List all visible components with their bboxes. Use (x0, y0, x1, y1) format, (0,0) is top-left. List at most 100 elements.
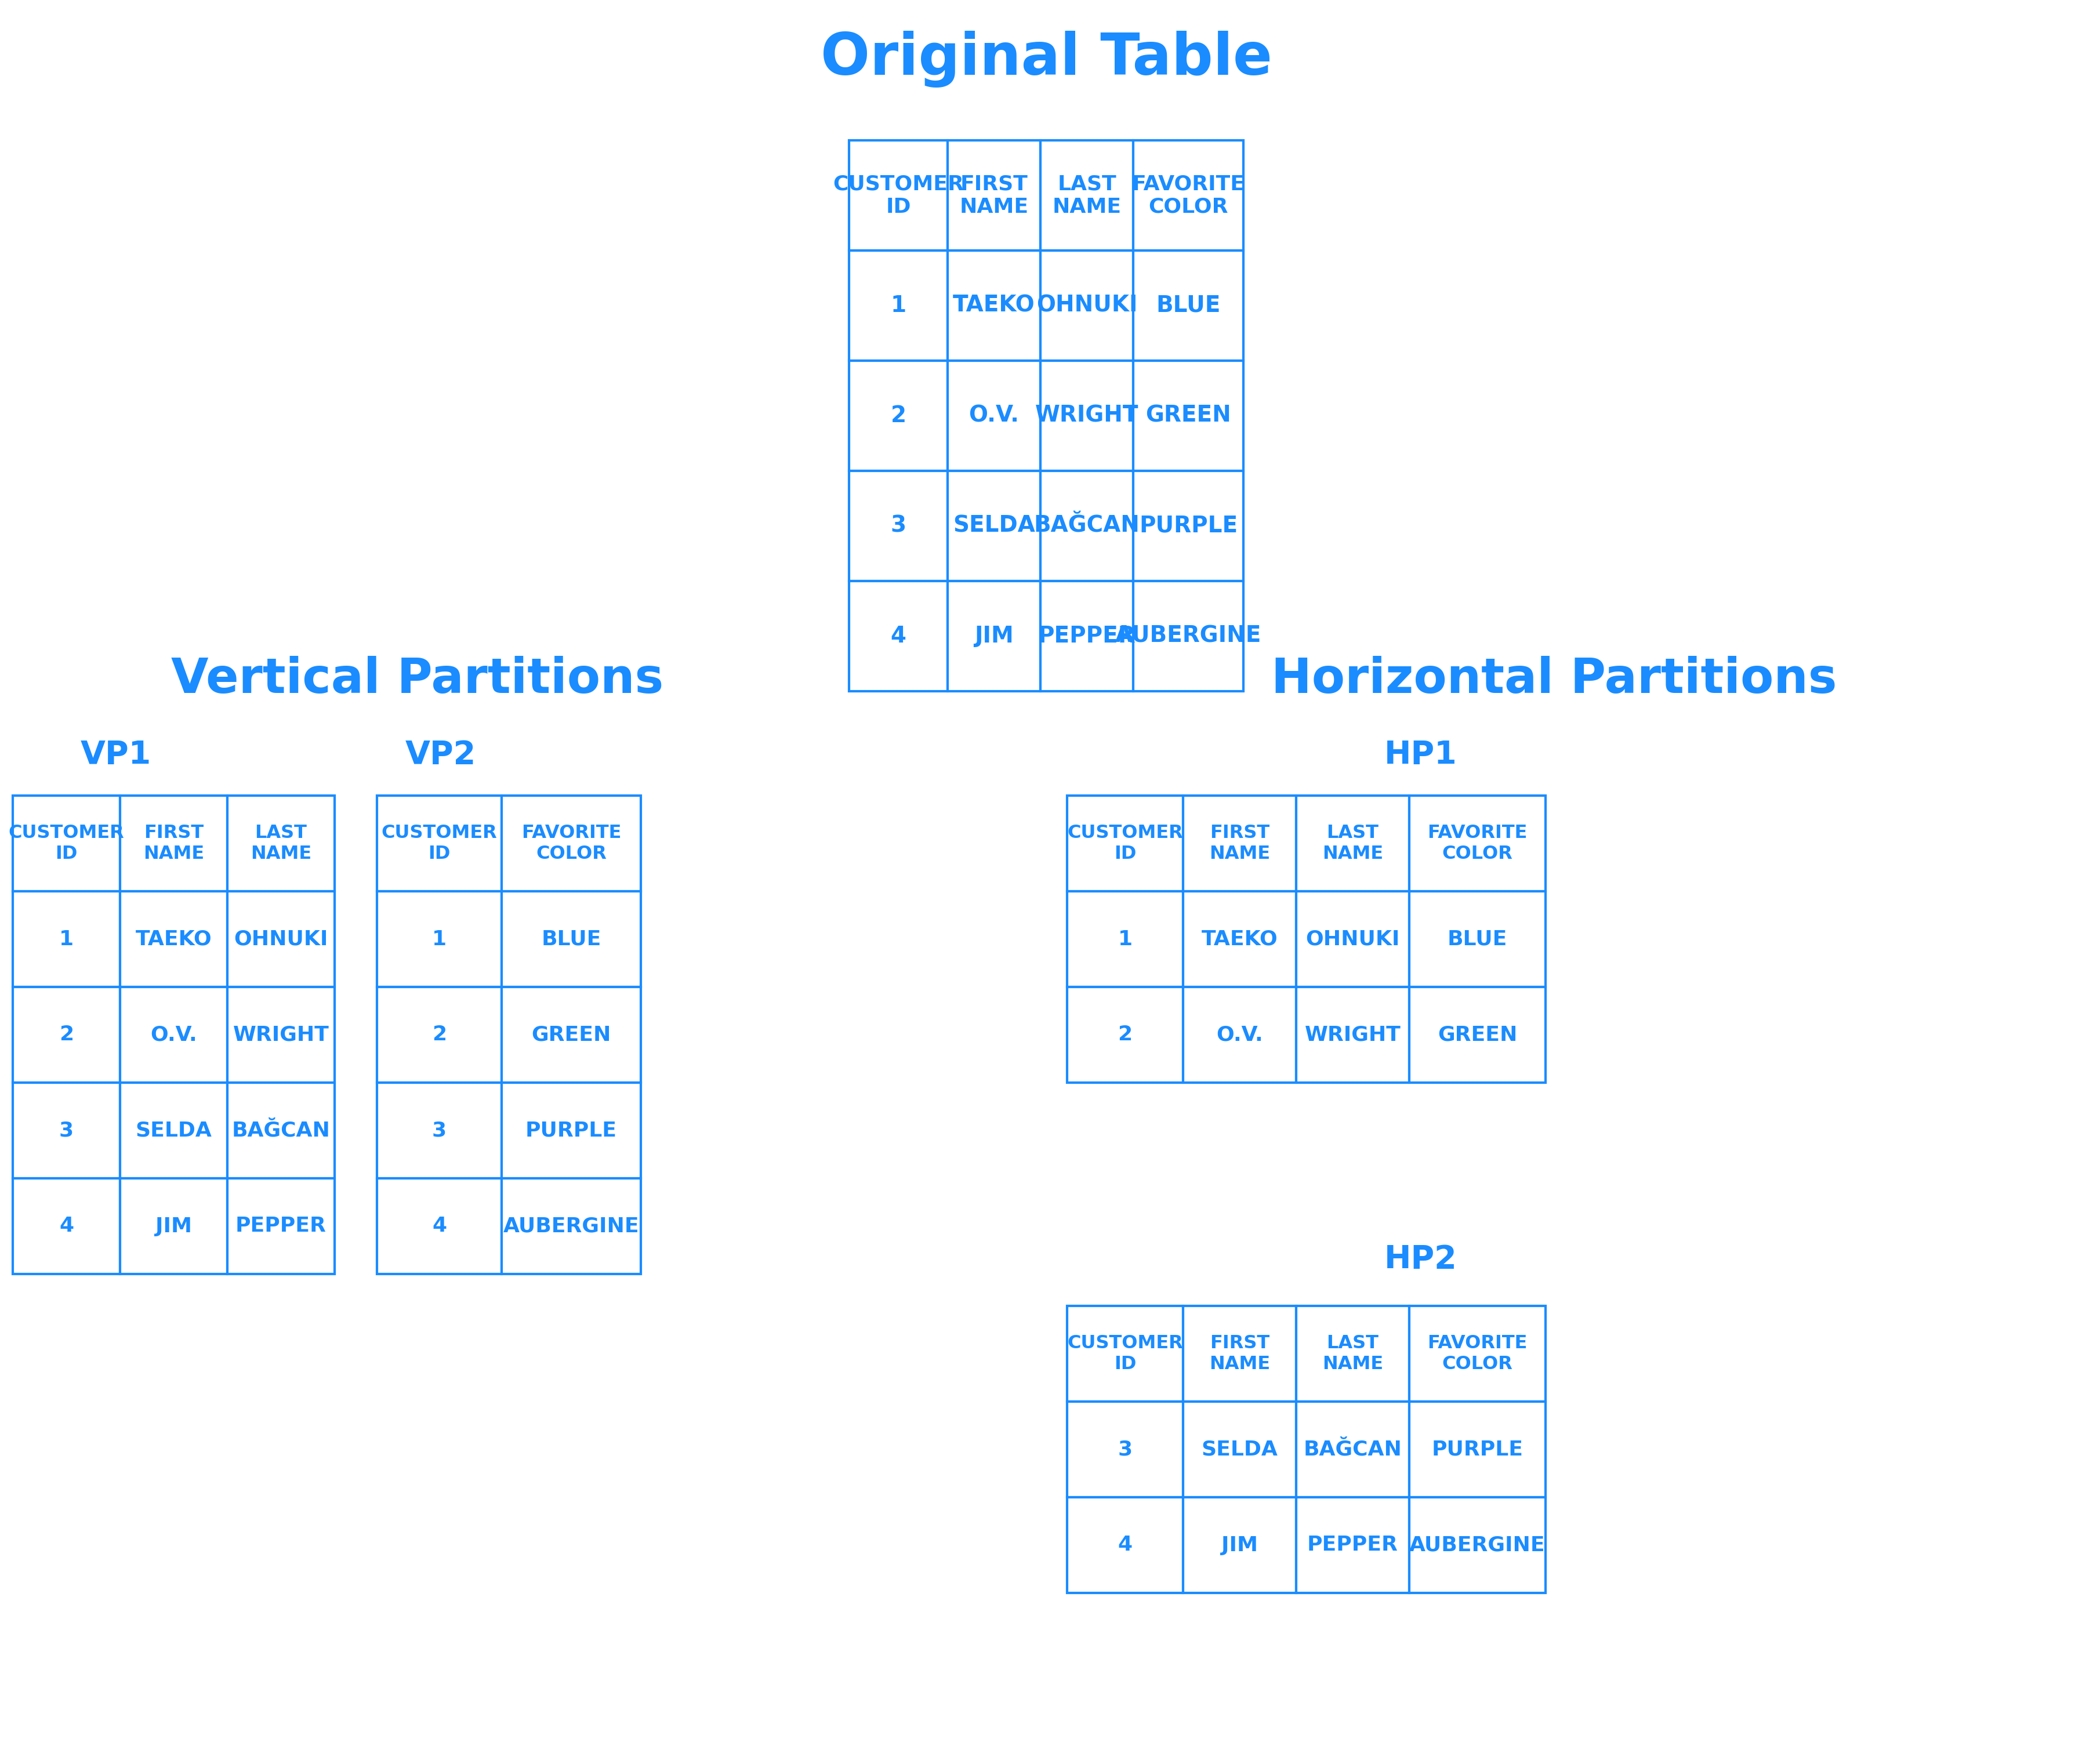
Bar (1296, 796, 1409, 891)
Text: WRIGHT: WRIGHT (232, 1025, 329, 1044)
Bar (119, 1178, 228, 1274)
Text: WRIGHT: WRIGHT (1304, 1025, 1400, 1044)
Text: PURPLE: PURPLE (1432, 1439, 1524, 1459)
Bar (1132, 250, 1243, 360)
Text: O.V.: O.V. (969, 404, 1019, 427)
Bar (948, 580, 1040, 691)
Bar (377, 988, 502, 1083)
Text: CUSTOMER
ID: CUSTOMER ID (1067, 824, 1183, 863)
Bar (13, 988, 119, 1083)
Text: CUSTOMER
ID: CUSTOMER ID (833, 175, 963, 217)
Text: HP1: HP1 (1383, 739, 1457, 771)
Bar (1067, 891, 1183, 988)
Bar (228, 988, 335, 1083)
Bar (1040, 141, 1132, 250)
Text: HP2: HP2 (1383, 1244, 1457, 1275)
Text: OHNUKI: OHNUKI (1036, 295, 1136, 316)
Text: 2: 2 (1118, 1025, 1132, 1044)
Bar (1296, 1305, 1409, 1402)
Bar (1296, 891, 1409, 988)
Text: PEPPER: PEPPER (1308, 1535, 1398, 1554)
Text: GREEN: GREEN (532, 1025, 611, 1044)
Text: FIRST
NAME: FIRST NAME (142, 824, 205, 863)
Text: CUSTOMER
ID: CUSTOMER ID (381, 824, 498, 863)
Text: 3: 3 (890, 515, 906, 536)
Bar (1040, 360, 1132, 471)
Bar (1132, 141, 1243, 250)
Text: AUBERGINE: AUBERGINE (1116, 624, 1262, 647)
Text: LAST
NAME: LAST NAME (1323, 824, 1383, 863)
Bar (377, 796, 502, 891)
Bar (850, 580, 948, 691)
Bar (948, 250, 1040, 360)
Bar (850, 360, 948, 471)
Text: Horizontal Partitions: Horizontal Partitions (1270, 656, 1838, 704)
Text: GREEN: GREEN (1145, 404, 1231, 427)
Text: VP2: VP2 (406, 739, 477, 771)
Bar (1409, 1402, 1545, 1498)
Bar (1132, 471, 1243, 580)
Text: PURPLE: PURPLE (1139, 515, 1237, 536)
Bar (377, 1178, 502, 1274)
Bar (502, 796, 640, 891)
Text: O.V.: O.V. (151, 1025, 197, 1044)
Text: 4: 4 (1118, 1535, 1132, 1554)
Bar (948, 360, 1040, 471)
Bar (119, 891, 228, 988)
Bar (119, 1083, 228, 1178)
Bar (502, 988, 640, 1083)
Text: PURPLE: PURPLE (525, 1120, 617, 1140)
Text: LAST
NAME: LAST NAME (251, 824, 312, 863)
Bar (13, 796, 119, 891)
Text: SELDA: SELDA (1201, 1439, 1279, 1459)
Bar (948, 471, 1040, 580)
Text: 2: 2 (431, 1025, 446, 1044)
Bar (1183, 891, 1296, 988)
Text: 1: 1 (1118, 930, 1132, 949)
Text: SELDA: SELDA (136, 1120, 211, 1140)
Text: JIM: JIM (155, 1217, 193, 1237)
Bar (502, 1083, 640, 1178)
Bar (1409, 988, 1545, 1083)
Text: AUBERGINE: AUBERGINE (1409, 1535, 1545, 1554)
Text: LAST
NAME: LAST NAME (1053, 175, 1122, 217)
Text: PEPPER: PEPPER (1038, 624, 1136, 647)
Text: JIM: JIM (1222, 1535, 1258, 1554)
Text: BLUE: BLUE (542, 930, 601, 949)
Bar (1409, 796, 1545, 891)
Text: BAĞCAN: BAĞCAN (1304, 1439, 1402, 1459)
Bar (1040, 471, 1132, 580)
Text: CUSTOMER
ID: CUSTOMER ID (1067, 1334, 1183, 1372)
Text: FIRST
NAME: FIRST NAME (959, 175, 1028, 217)
Bar (1132, 580, 1243, 691)
Text: LAST
NAME: LAST NAME (1323, 1334, 1383, 1372)
Text: 4: 4 (59, 1217, 73, 1237)
Bar (13, 1178, 119, 1274)
Bar (948, 141, 1040, 250)
Text: BAĞCAN: BAĞCAN (232, 1120, 331, 1140)
Bar (1409, 891, 1545, 988)
Bar (1183, 988, 1296, 1083)
Bar (377, 1083, 502, 1178)
Text: VP1: VP1 (80, 739, 151, 771)
Text: 3: 3 (59, 1120, 73, 1140)
Bar (119, 988, 228, 1083)
Bar (1067, 988, 1183, 1083)
Text: FIRST
NAME: FIRST NAME (1210, 824, 1270, 863)
Bar (850, 141, 948, 250)
Bar (850, 250, 948, 360)
Bar (228, 796, 335, 891)
Bar (1183, 1498, 1296, 1593)
Text: BLUE: BLUE (1155, 295, 1220, 316)
Bar (1296, 1498, 1409, 1593)
Text: Vertical Partitions: Vertical Partitions (172, 656, 663, 704)
Bar (1067, 1402, 1183, 1498)
Text: TAEKO: TAEKO (136, 930, 211, 949)
Text: 1: 1 (431, 930, 446, 949)
Bar (377, 891, 502, 988)
Text: FAVORITE
COLOR: FAVORITE COLOR (1132, 175, 1245, 217)
Text: 3: 3 (431, 1120, 446, 1140)
Text: SELDA: SELDA (952, 515, 1036, 536)
Bar (1183, 1305, 1296, 1402)
Bar (1409, 1498, 1545, 1593)
